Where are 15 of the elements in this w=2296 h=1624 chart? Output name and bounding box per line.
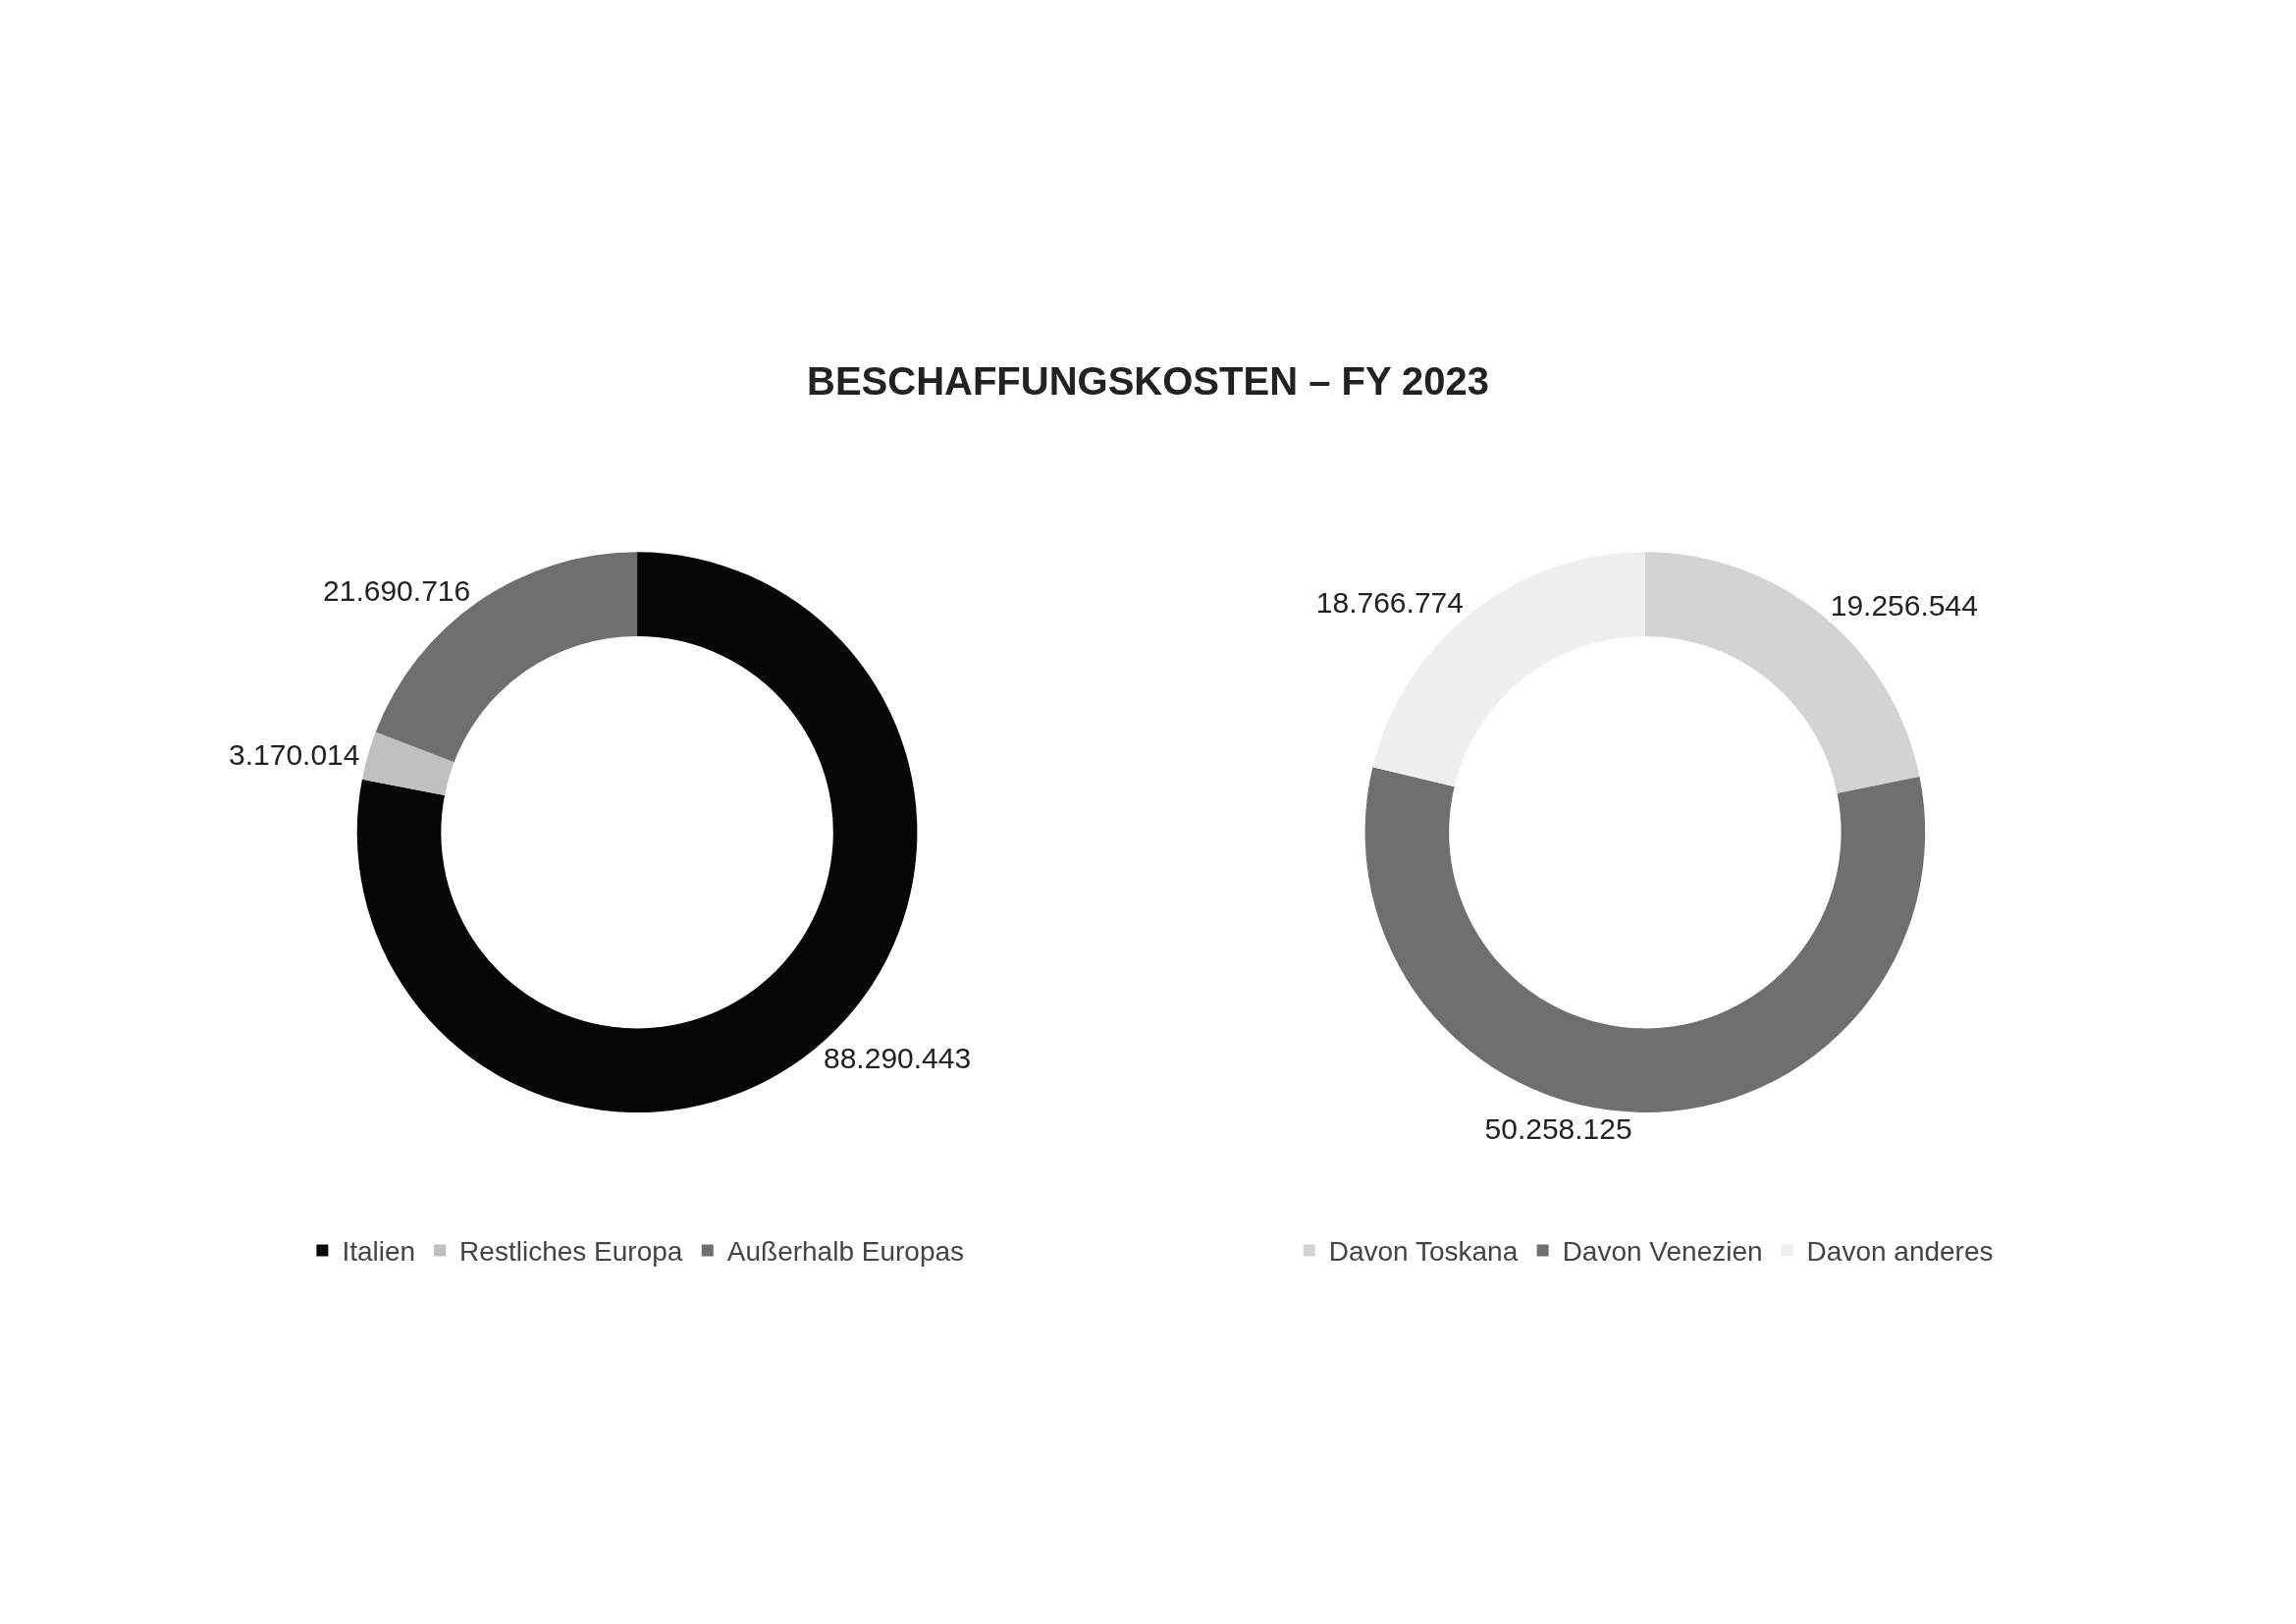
donut-slice (361, 731, 454, 795)
data-label: 21.690.716 (323, 573, 471, 607)
text: BESCHAFFUNGSKOSTEN – FY 2023 (807, 359, 1489, 403)
legend-label: Restliches Europa (459, 1236, 683, 1268)
data-label: 3.170.014 (229, 737, 360, 771)
data-label: 18.766.774 (1315, 585, 1464, 619)
legend-label: Außerhalb Europas (726, 1236, 965, 1268)
data-label: 88.290.443 (823, 1041, 972, 1074)
legend-label: Davon Venezien (1562, 1236, 1763, 1268)
legend-label: Davon Toskana (1328, 1236, 1519, 1268)
legend-label: Italien (342, 1236, 416, 1268)
data-label: 50.258.125 (1484, 1111, 1632, 1145)
legend-label: Davon anderes (1806, 1236, 1994, 1268)
data-label: 19.256.544 (1830, 589, 1978, 623)
donut-slice (1364, 767, 1925, 1112)
